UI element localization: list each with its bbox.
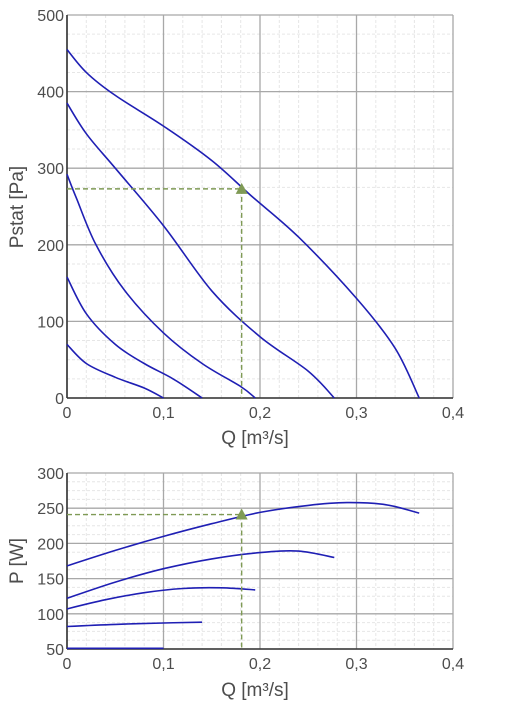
operating-point-marker bbox=[235, 508, 248, 520]
y-tick-label: 300 bbox=[37, 466, 64, 483]
y-tick-label: 100 bbox=[37, 607, 64, 624]
x-axis-title: Q [m³/s] bbox=[221, 428, 289, 449]
series-line-3 bbox=[66, 174, 256, 399]
series-line-5 bbox=[66, 343, 164, 399]
x-tick-label: 0,1 bbox=[152, 405, 174, 422]
chart-panel-2: 0 0,1 0,2 0,3 0,4 50 100 150 200 250 300 Q [m³/s] P … bbox=[7, 466, 464, 701]
x-tick-label: 0 bbox=[63, 405, 72, 422]
series-line-1 bbox=[66, 501, 420, 567]
x-tick-label: 0,4 bbox=[442, 405, 464, 422]
series-line-1 bbox=[66, 48, 420, 399]
y-axis-title: P [W] bbox=[7, 538, 28, 584]
y-axis-title: Pstat [Pa] bbox=[7, 166, 28, 248]
series-line-2 bbox=[66, 550, 335, 600]
y-tick-label: 50 bbox=[46, 642, 64, 659]
operating-point-marker bbox=[235, 182, 248, 194]
x-tick-label: 0,4 bbox=[442, 656, 464, 673]
x-tick-label: 0,2 bbox=[249, 405, 271, 422]
series-line-4 bbox=[66, 276, 203, 399]
y-tick-label: 500 bbox=[37, 8, 64, 25]
y-tick-label: 200 bbox=[37, 238, 64, 255]
series-line-3 bbox=[66, 586, 256, 610]
y-tick-label: 200 bbox=[37, 536, 64, 553]
y-tick-label: 250 bbox=[37, 501, 64, 518]
x-axis-title: Q [m³/s] bbox=[221, 680, 289, 701]
x-tick-label: 0 bbox=[63, 656, 72, 673]
series-line-2 bbox=[66, 102, 335, 399]
x-tick-label: 0,2 bbox=[249, 656, 271, 673]
y-tick-label: 100 bbox=[37, 314, 64, 331]
y-tick-label: 0 bbox=[55, 391, 64, 408]
x-tick-label: 0,3 bbox=[345, 405, 367, 422]
chart-panel-1: 0 0,1 0,2 0,3 0,4 0 100 200 300 400 500 Q [m³/s] Pst… bbox=[7, 8, 464, 449]
y-tick-label: 150 bbox=[37, 572, 64, 589]
y-tick-label: 400 bbox=[37, 85, 64, 102]
y-tick-label: 300 bbox=[37, 161, 64, 178]
x-tick-label: 0,1 bbox=[152, 656, 174, 673]
x-tick-label: 0,3 bbox=[345, 656, 367, 673]
series-line-4 bbox=[66, 621, 203, 628]
